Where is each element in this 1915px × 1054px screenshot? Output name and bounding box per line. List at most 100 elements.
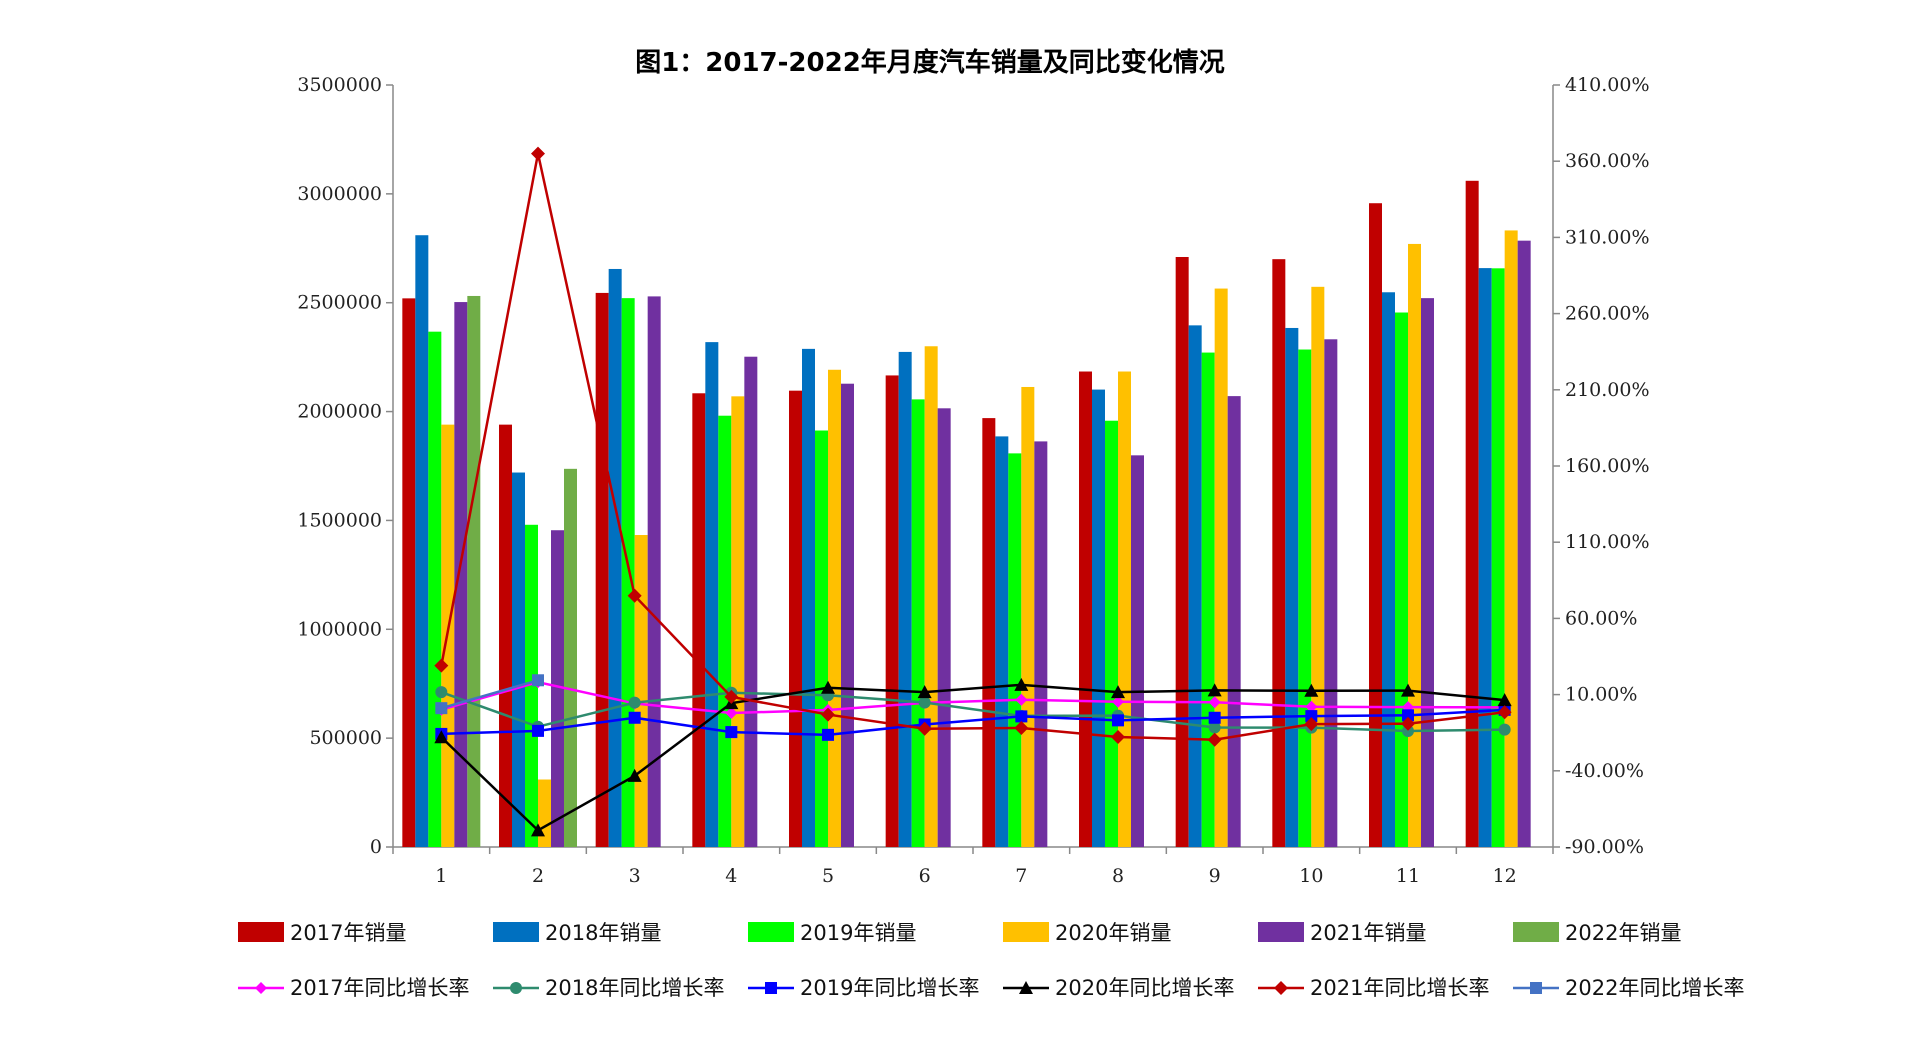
line-point xyxy=(435,702,448,715)
bar xyxy=(982,418,996,847)
line-point xyxy=(532,724,544,737)
line-point xyxy=(628,696,641,709)
legend-label: 2021年销量 xyxy=(1310,921,1426,945)
legend-label: 2017年同比增长率 xyxy=(290,976,469,1000)
line-point xyxy=(1497,705,1512,720)
legend-group: 2017年销量 2018年销量 2019年销量 2020年销量 2021年销量 2022年… xyxy=(238,921,1744,1000)
legend-label: 2021年同比增长率 xyxy=(1310,976,1489,1000)
line-point xyxy=(725,726,738,739)
bar xyxy=(1175,256,1189,848)
legend-swatch xyxy=(493,922,539,942)
bar xyxy=(1478,268,1492,847)
legend-label: 2022年同比增长率 xyxy=(1565,976,1744,1000)
line-point xyxy=(1019,981,1033,994)
bar xyxy=(1517,240,1531,847)
line-point xyxy=(1304,717,1319,732)
y-tick-label: 3000000 xyxy=(297,183,382,205)
line-point xyxy=(434,730,449,744)
y2-tick-label: -90.00% xyxy=(1565,836,1644,858)
bar xyxy=(1092,389,1105,847)
legend-label: 2022年销量 xyxy=(1565,921,1681,945)
y2-tick-label: 360.00% xyxy=(1565,150,1650,172)
line-point xyxy=(1208,721,1221,734)
bar xyxy=(898,351,912,847)
bar xyxy=(525,524,538,847)
line-point xyxy=(1112,714,1124,727)
bar xyxy=(1034,441,1048,847)
bar xyxy=(1369,203,1382,847)
bars-group xyxy=(402,180,1531,848)
bar xyxy=(937,408,951,847)
line-point xyxy=(434,658,449,673)
bar xyxy=(1395,312,1408,847)
bar xyxy=(924,346,938,847)
bar xyxy=(1118,371,1131,847)
line-point xyxy=(627,768,642,782)
bar xyxy=(802,348,815,847)
bar xyxy=(828,369,841,847)
legend-swatch xyxy=(748,922,794,942)
legend-swatch xyxy=(238,922,284,942)
line-point xyxy=(1207,732,1222,747)
line-point xyxy=(1402,709,1414,722)
line-point xyxy=(917,685,932,699)
x-tick-label: 2 xyxy=(532,865,544,887)
bar xyxy=(634,535,648,847)
y-tick-label: 500000 xyxy=(309,727,382,749)
bar xyxy=(1421,298,1434,847)
line-point xyxy=(1274,981,1288,995)
line-point xyxy=(1401,683,1415,697)
series-line xyxy=(440,690,1505,733)
line-point xyxy=(1401,716,1415,731)
bar xyxy=(402,298,416,847)
legend-label: 2020年销量 xyxy=(1055,921,1171,945)
x-tick-label: 4 xyxy=(725,865,737,887)
line-point xyxy=(918,696,931,709)
line-point xyxy=(531,146,545,161)
y2-tick-label: 260.00% xyxy=(1565,303,1650,325)
line-point xyxy=(1305,700,1318,713)
bar xyxy=(595,292,609,848)
bar xyxy=(1227,396,1241,847)
line-point xyxy=(822,728,834,741)
line-point xyxy=(1112,695,1124,708)
x-tick-label: 6 xyxy=(919,865,931,887)
x-tick-label: 3 xyxy=(629,865,641,887)
bar xyxy=(467,295,481,847)
bar xyxy=(841,383,854,847)
bar xyxy=(1285,327,1299,848)
bar xyxy=(512,472,525,847)
bar xyxy=(744,356,758,847)
x-tick-label: 10 xyxy=(1299,865,1323,887)
lines-group xyxy=(434,146,1512,837)
bar xyxy=(1105,420,1118,847)
x-tick-label: 7 xyxy=(1015,865,1027,887)
legend-swatch xyxy=(1513,922,1559,942)
y-tick-label: 2000000 xyxy=(297,401,382,423)
bar xyxy=(1408,243,1421,848)
bar xyxy=(428,331,442,847)
y-tick-label: 2500000 xyxy=(297,292,382,314)
bar xyxy=(1131,455,1144,847)
bar xyxy=(454,302,468,847)
line-point xyxy=(1207,683,1222,697)
bar xyxy=(1324,339,1338,847)
line-point xyxy=(1015,693,1028,706)
line-point xyxy=(821,680,835,694)
bar xyxy=(705,342,719,847)
series-line xyxy=(440,153,1505,741)
y2-tick-label: -40.00% xyxy=(1565,760,1644,782)
bar xyxy=(608,268,622,847)
legend-swatch xyxy=(1258,922,1304,942)
bar xyxy=(1465,180,1479,847)
bar xyxy=(1504,230,1518,848)
series-line xyxy=(440,680,1505,715)
bar xyxy=(564,468,577,847)
line-point xyxy=(917,721,932,736)
bar xyxy=(1382,292,1395,847)
bar xyxy=(647,296,661,847)
legend-label: 2017年销量 xyxy=(290,921,406,945)
legend-label: 2018年同比增长率 xyxy=(545,976,724,1000)
